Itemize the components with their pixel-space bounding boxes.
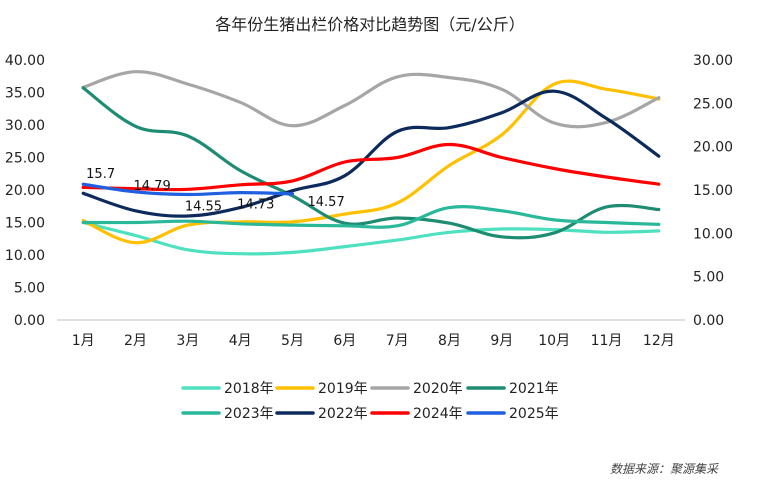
y-right-tick-label: 0.00 bbox=[693, 313, 724, 329]
data-labels: 15.7 14.79 14.55 14.73 14.57 bbox=[86, 167, 345, 214]
series-line-2020年 bbox=[81, 70, 661, 129]
y-left-tick-label: 5.00 bbox=[14, 281, 45, 297]
x-tick-label: 4月 bbox=[229, 333, 252, 349]
source-note: 数据来源：聚源集采 bbox=[610, 462, 719, 476]
x-tick-label: 10月 bbox=[538, 333, 570, 349]
y-left-tick-label: 35.00 bbox=[5, 86, 45, 102]
series-line-2023年 bbox=[81, 205, 661, 229]
x-tick-label: 8月 bbox=[438, 333, 461, 349]
x-tick-label: 3月 bbox=[176, 333, 199, 349]
y-left-tick-label: 15.00 bbox=[5, 216, 45, 232]
data-label: 14.55 bbox=[185, 200, 222, 215]
y-left-tick-label: 10.00 bbox=[5, 248, 45, 264]
legend-label: 2023年 bbox=[224, 406, 274, 422]
chart-title: 各年份生猪出栏价格对比趋势图（元/公斤） bbox=[215, 15, 524, 34]
series-layer bbox=[81, 70, 661, 256]
legend-label: 2018年 bbox=[224, 381, 274, 397]
y-left-tick-label: 0.00 bbox=[14, 313, 45, 329]
data-label: 14.79 bbox=[134, 179, 171, 194]
y-left-tick-label: 20.00 bbox=[5, 183, 45, 199]
legend-label: 2021年 bbox=[509, 381, 559, 397]
data-label: 14.73 bbox=[237, 198, 274, 213]
x-tick-label: 7月 bbox=[386, 333, 409, 349]
series-line-2021年 bbox=[81, 86, 661, 240]
x-tick-label: 12月 bbox=[643, 333, 675, 349]
series-line-2022年 bbox=[81, 89, 661, 218]
legend-label: 2024年 bbox=[413, 406, 463, 422]
x-tick-label: 6月 bbox=[333, 333, 356, 349]
y-right-tick-label: 5.00 bbox=[693, 270, 724, 286]
series-line-2019年 bbox=[81, 79, 661, 245]
legend-label: 2019年 bbox=[318, 381, 368, 397]
legend-label: 2020年 bbox=[413, 381, 463, 397]
y-right-tick-label: 10.00 bbox=[693, 226, 733, 242]
x-tick-label: 9月 bbox=[490, 333, 513, 349]
x-tick-label: 1月 bbox=[72, 333, 95, 349]
data-label: 14.57 bbox=[308, 195, 345, 210]
y-right-tick-label: 20.00 bbox=[693, 140, 733, 156]
legend-label: 2022年 bbox=[318, 406, 368, 422]
y-right-tick-label: 30.00 bbox=[693, 53, 733, 69]
series-line-2025年 bbox=[81, 182, 295, 197]
series-line-2024年 bbox=[81, 142, 661, 192]
y-left-tick-label: 40.00 bbox=[5, 53, 45, 69]
data-label: 15.7 bbox=[86, 167, 115, 182]
y-right-tick-label: 15.00 bbox=[693, 183, 733, 199]
x-tick-label: 2月 bbox=[124, 333, 147, 349]
x-tick-label: 11月 bbox=[591, 333, 623, 349]
axes: 0.00 5.00 10.00 15.00 20.00 25.00 30.00 35.00 40… bbox=[5, 53, 733, 349]
y-right-tick-label: 25.00 bbox=[693, 96, 733, 112]
x-tick-label: 5月 bbox=[281, 333, 304, 349]
legend-label: 2025年 bbox=[509, 406, 559, 422]
y-left-tick-label: 25.00 bbox=[5, 151, 45, 167]
legend: 2018年 2019年 2020年 2021年 2023年 2022年 2024年 2025年 bbox=[181, 381, 559, 422]
y-left-tick-label: 30.00 bbox=[5, 118, 45, 134]
